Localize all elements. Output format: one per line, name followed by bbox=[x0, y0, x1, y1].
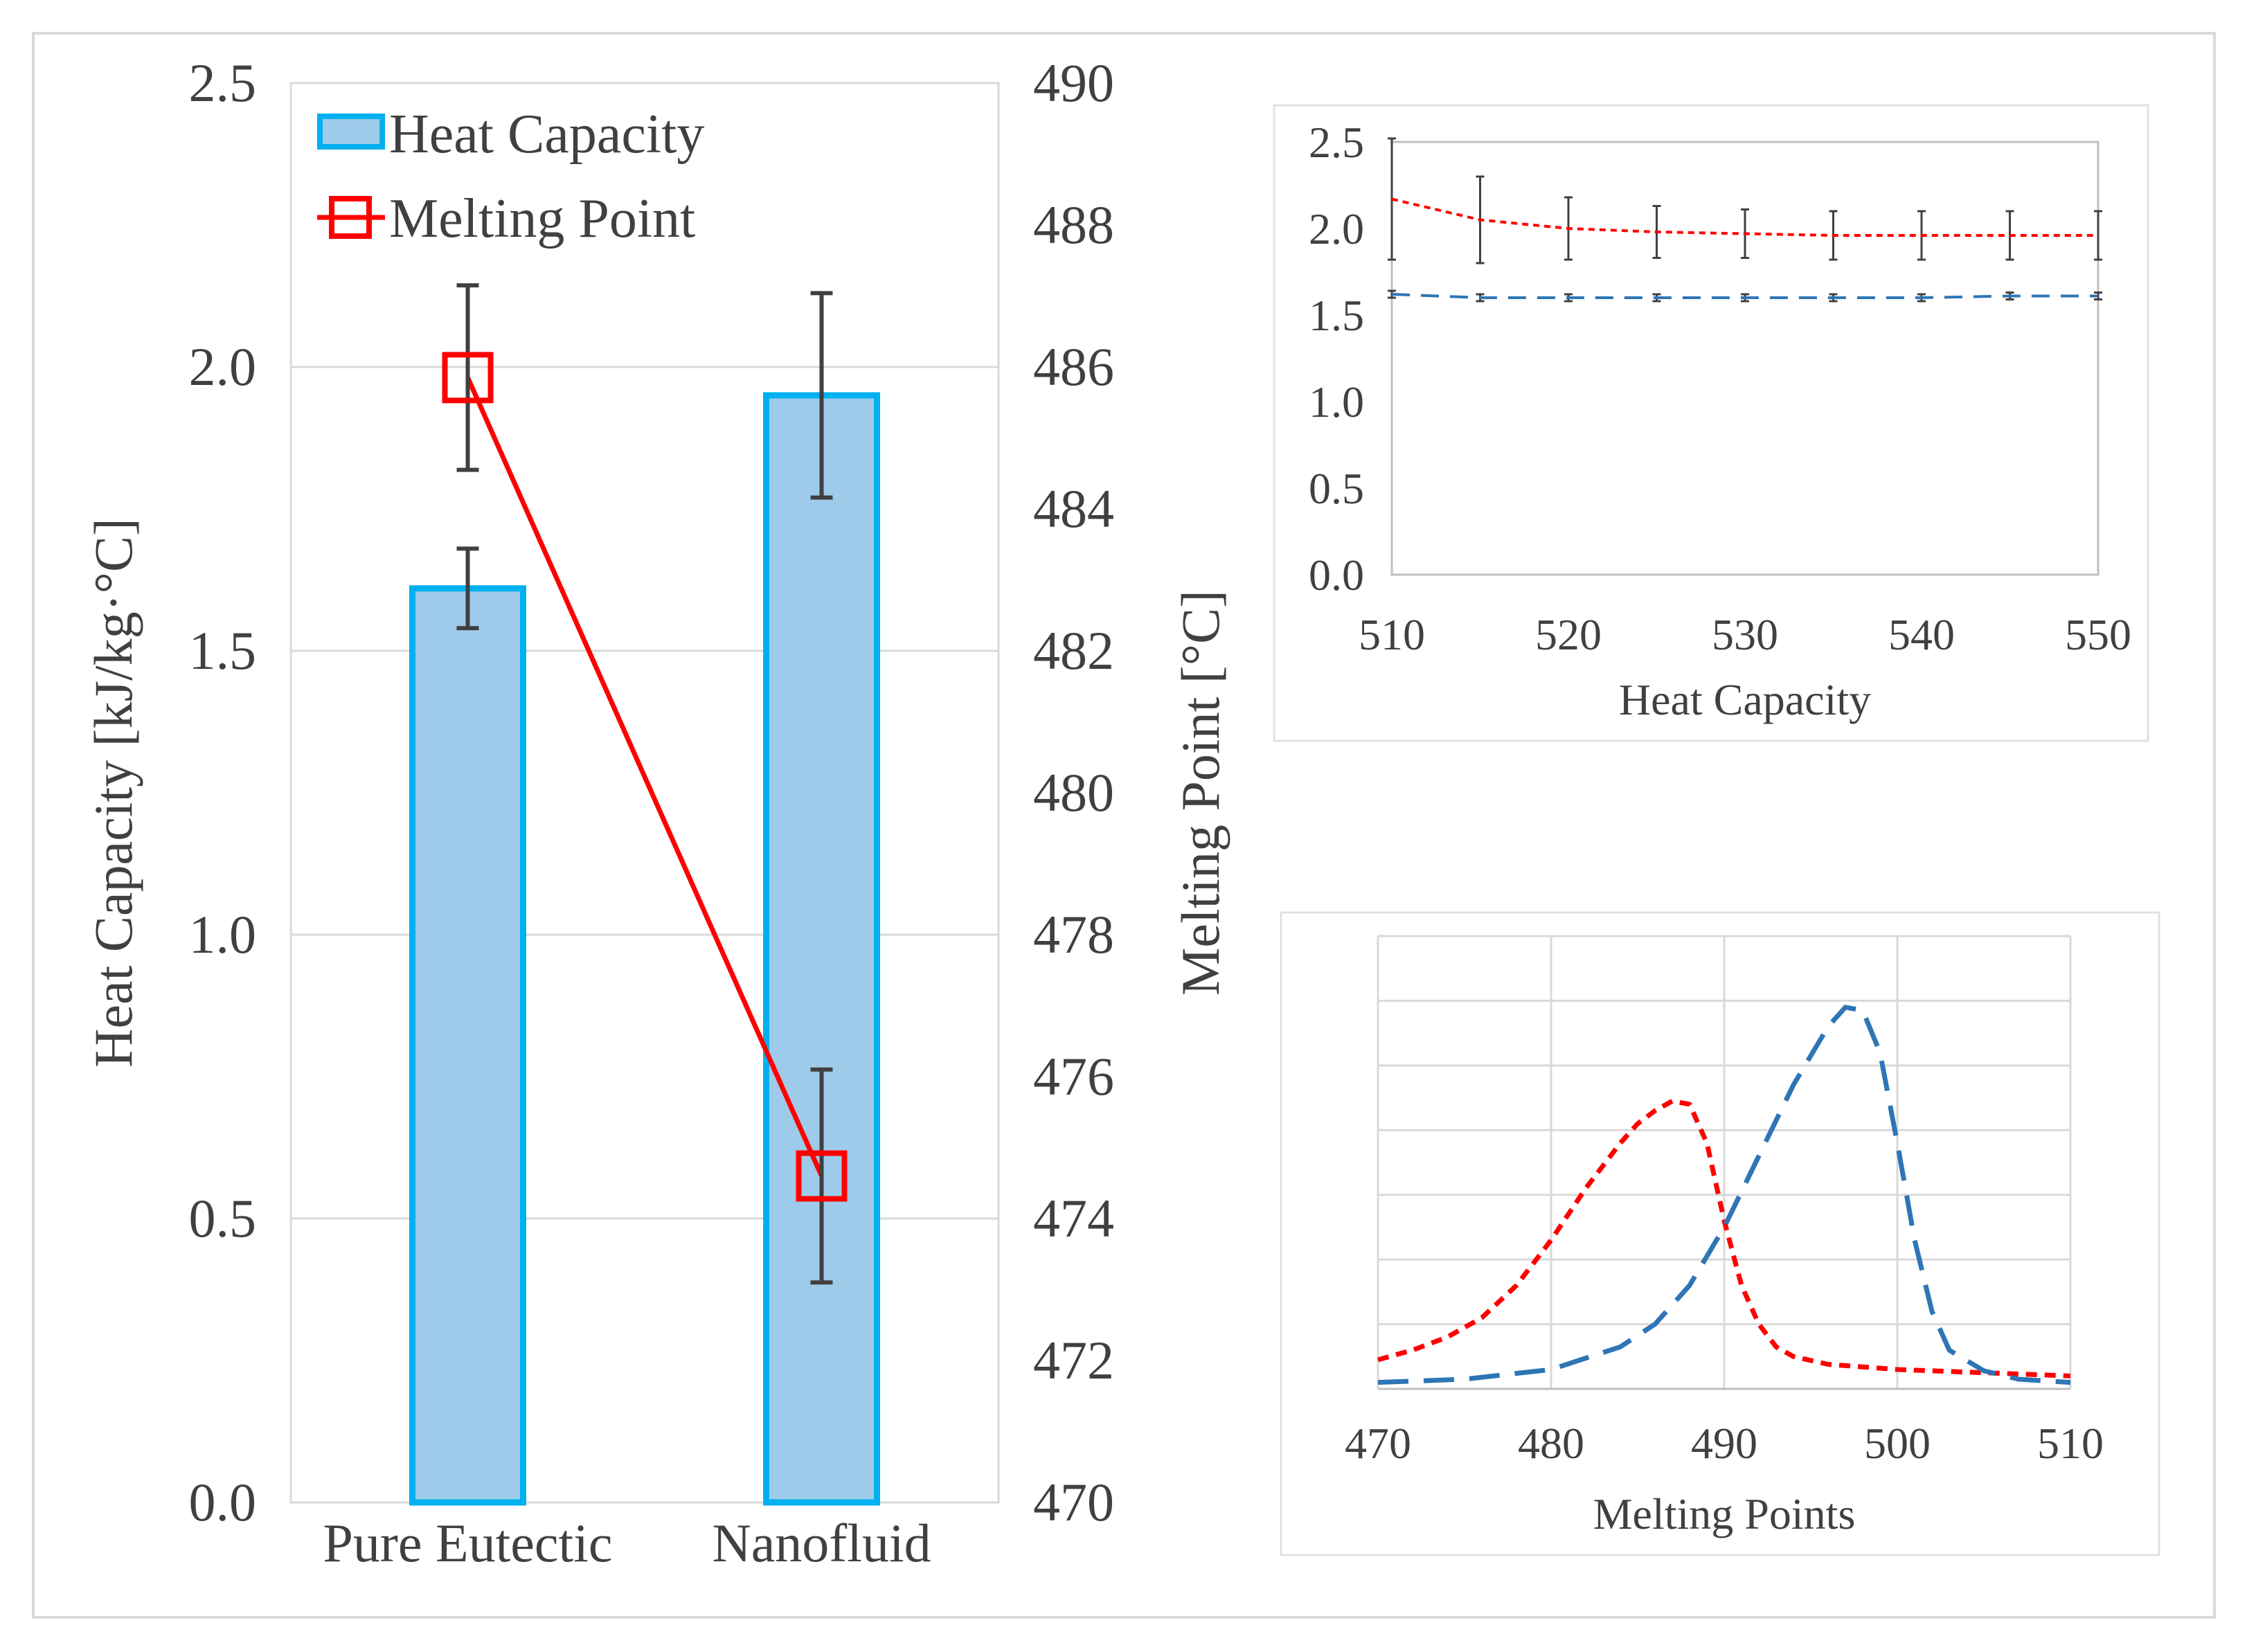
main-bar-error-bars bbox=[456, 291, 833, 631]
inset1-y-tick-label: 1.0 bbox=[1309, 377, 1364, 427]
inset1-x-tick-labels: 510 520 530 540 550 bbox=[1359, 610, 2131, 659]
inset1-plot-area bbox=[1390, 141, 2100, 576]
heat-capacity-bar bbox=[409, 585, 526, 1506]
melting-point-marker bbox=[442, 352, 494, 404]
inset1-x-axis-title: Heat Capacity bbox=[1619, 675, 1871, 724]
main-y-tick-label: 1.0 bbox=[189, 904, 257, 964]
inset1-x-tick-label: 540 bbox=[1888, 610, 1955, 659]
main-gridlines bbox=[291, 366, 999, 1220]
main-chart: 0.0 0.5 1.0 1.5 2.0 2.5 470 472 474 476 478 480 482… bbox=[83, 53, 1230, 1573]
main-category-label: Nanofluid bbox=[712, 1513, 931, 1573]
main-melting-markers bbox=[442, 352, 848, 1202]
inset-melting-points-chart: 470 480 490 500 510 Melting Points bbox=[1280, 911, 2160, 1556]
inset1-x-tick-label: 520 bbox=[1535, 610, 1602, 659]
melting-point-line bbox=[465, 376, 824, 1177]
inset2-gridlines bbox=[1377, 935, 2072, 1390]
inset2-x-tick-label: 490 bbox=[1691, 1419, 1757, 1468]
inset1-y-tick-label: 1.5 bbox=[1309, 291, 1364, 340]
inset-heat-capacity-chart: 0.0 0.5 1.0 1.5 2.0 2.5 510 520 530 540 550 Heat … bbox=[1273, 104, 2149, 742]
main-category-label: Pure Eutectic bbox=[323, 1513, 613, 1573]
main-right-tick-labels: 470 472 474 476 478 480 482 484 486 488 490 bbox=[1033, 53, 1114, 1532]
inset2-x-tick-label: 510 bbox=[2037, 1419, 2104, 1468]
inset1-x-tick-label: 530 bbox=[1712, 610, 1778, 659]
legend-label-melting-point: Melting Point bbox=[389, 188, 695, 249]
inset2-series-line bbox=[1377, 1005, 2071, 1385]
main-y-tick-label: 2.5 bbox=[189, 53, 257, 113]
main-y2-tick-label: 472 bbox=[1033, 1330, 1114, 1390]
inset1-series-line bbox=[1391, 197, 2098, 237]
inset1-frame bbox=[1273, 104, 2149, 742]
main-y2-tick-label: 480 bbox=[1033, 762, 1114, 823]
inset2-frame bbox=[1280, 911, 2160, 1556]
main-left-tick-labels: 0.0 0.5 1.0 1.5 2.0 2.5 bbox=[189, 53, 257, 1532]
main-y-axis-title: Heat Capacity [kJ/kg·°C] bbox=[83, 518, 143, 1068]
inset2-x-tick-label: 500 bbox=[1864, 1419, 1931, 1468]
main-y2-tick-label: 490 bbox=[1033, 53, 1114, 113]
main-y2-tick-label: 482 bbox=[1033, 620, 1114, 681]
inset2-x-tick-label: 480 bbox=[1518, 1419, 1584, 1468]
main-y2-tick-label: 478 bbox=[1033, 904, 1114, 964]
inset2-series-lines bbox=[1377, 1005, 2071, 1385]
main-y2-tick-label: 474 bbox=[1033, 1188, 1114, 1248]
main-y2-tick-label: 470 bbox=[1033, 1472, 1114, 1532]
inset1-y-tick-label: 2.0 bbox=[1309, 204, 1364, 253]
main-y2-tick-label: 476 bbox=[1033, 1046, 1114, 1106]
main-melting-line bbox=[465, 376, 824, 1177]
heat-capacity-bar bbox=[763, 392, 880, 1506]
main-y-tick-label: 0.5 bbox=[189, 1188, 257, 1248]
main-y-tick-label: 0.0 bbox=[189, 1472, 257, 1532]
inset1-y-tick-label: 2.5 bbox=[1309, 118, 1364, 167]
main-legend: Heat Capacity Melting Point bbox=[317, 104, 704, 249]
main-plot-area bbox=[289, 82, 1000, 1504]
figure-frame bbox=[32, 32, 2216, 1619]
main-y-tick-label: 2.0 bbox=[189, 336, 257, 397]
inset2-x-tick-labels: 470 480 490 500 510 bbox=[1345, 1419, 2104, 1468]
inset1-y-tick-label: 0.5 bbox=[1309, 464, 1364, 513]
inset2-x-axis-title: Melting Points bbox=[1593, 1489, 1856, 1538]
melting-point-marker bbox=[796, 1150, 848, 1202]
main-bars bbox=[409, 392, 880, 1506]
inset2-x-tick-label: 470 bbox=[1345, 1419, 1411, 1468]
legend-swatch-heat-capacity bbox=[317, 114, 385, 150]
inset1-series-line bbox=[1391, 293, 2098, 299]
main-category-labels: Pure Eutectic Nanofluid bbox=[323, 1513, 931, 1573]
main-y2-tick-label: 486 bbox=[1033, 336, 1114, 397]
main-y2-tick-label: 484 bbox=[1033, 478, 1114, 539]
main-y2-axis-title: Melting Point [°C] bbox=[1170, 590, 1230, 996]
main-y2-tick-label: 488 bbox=[1033, 195, 1114, 255]
inset2-series-line bbox=[1377, 1098, 2071, 1379]
inset1-y-tick-label: 0.0 bbox=[1309, 550, 1364, 600]
inset1-series-lines bbox=[1391, 197, 2098, 299]
main-melting-error-bars bbox=[456, 283, 833, 1285]
inset1-x-tick-label: 510 bbox=[1359, 610, 1425, 659]
inset1-y-tick-labels: 0.0 0.5 1.0 1.5 2.0 2.5 bbox=[1309, 118, 1364, 600]
inset1-x-tick-label: 550 bbox=[2065, 610, 2131, 659]
legend-marker-melting-point bbox=[329, 196, 372, 239]
inset1-error-bars bbox=[1388, 137, 2102, 303]
main-y-tick-label: 1.5 bbox=[189, 620, 257, 681]
legend-label-heat-capacity: Heat Capacity bbox=[389, 104, 704, 165]
